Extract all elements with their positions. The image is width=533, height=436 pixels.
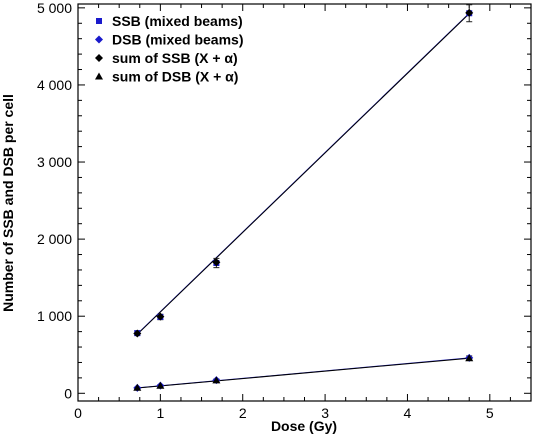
legend-label: sum of DSB (X + α) — [112, 69, 238, 85]
y-tick-label: 2 000 — [37, 231, 72, 247]
x-tick-label: 0 — [74, 405, 82, 421]
y-tick-label: 5 000 — [37, 0, 72, 16]
data-markers — [133, 8, 474, 392]
legend-marker — [95, 72, 103, 80]
fit-lines — [136, 12, 470, 389]
legend-marker — [96, 18, 102, 24]
data-point — [465, 8, 474, 17]
x-tick-label: 5 — [486, 405, 494, 421]
x-axis-title: Dose (Gy) — [271, 418, 337, 434]
data-point — [133, 329, 142, 338]
y-tick-label: 3 000 — [37, 154, 72, 170]
data-point — [212, 258, 221, 267]
y-tick-label: 0 — [64, 385, 72, 401]
y-axis-title: Number of SSB and DSB per cell — [0, 94, 16, 312]
legend-marker — [95, 54, 103, 62]
x-tick-label: 2 — [239, 405, 247, 421]
fit-line — [136, 13, 470, 335]
y-tick-label: 1 000 — [37, 308, 72, 324]
plot-frame — [77, 3, 532, 402]
tick-labels: 0 1 2 3 4 5 0 1 000 2 000 3 000 4 000 5 000 — [37, 0, 494, 421]
y-tick-label: 4 000 — [37, 77, 72, 93]
axis-ticks — [77, 4, 532, 401]
legend: SSB (mixed beams) DSB (mixed beams) sum of… — [95, 13, 243, 85]
x-tick-label: 1 — [156, 405, 164, 421]
data-point — [133, 383, 142, 391]
legend-label: SSB (mixed beams) — [112, 13, 243, 29]
x-tick-label: 4 — [404, 405, 412, 421]
data-point — [212, 376, 221, 384]
legend-marker — [95, 35, 103, 44]
fit-line — [137, 357, 470, 389]
x-tick-label: 3 — [321, 405, 329, 421]
data-point — [156, 312, 165, 321]
data-point — [465, 354, 474, 362]
data-point — [156, 381, 165, 389]
legend-label: DSB (mixed beams) — [112, 32, 243, 48]
legend-label: sum of SSB (X + α) — [112, 50, 238, 66]
